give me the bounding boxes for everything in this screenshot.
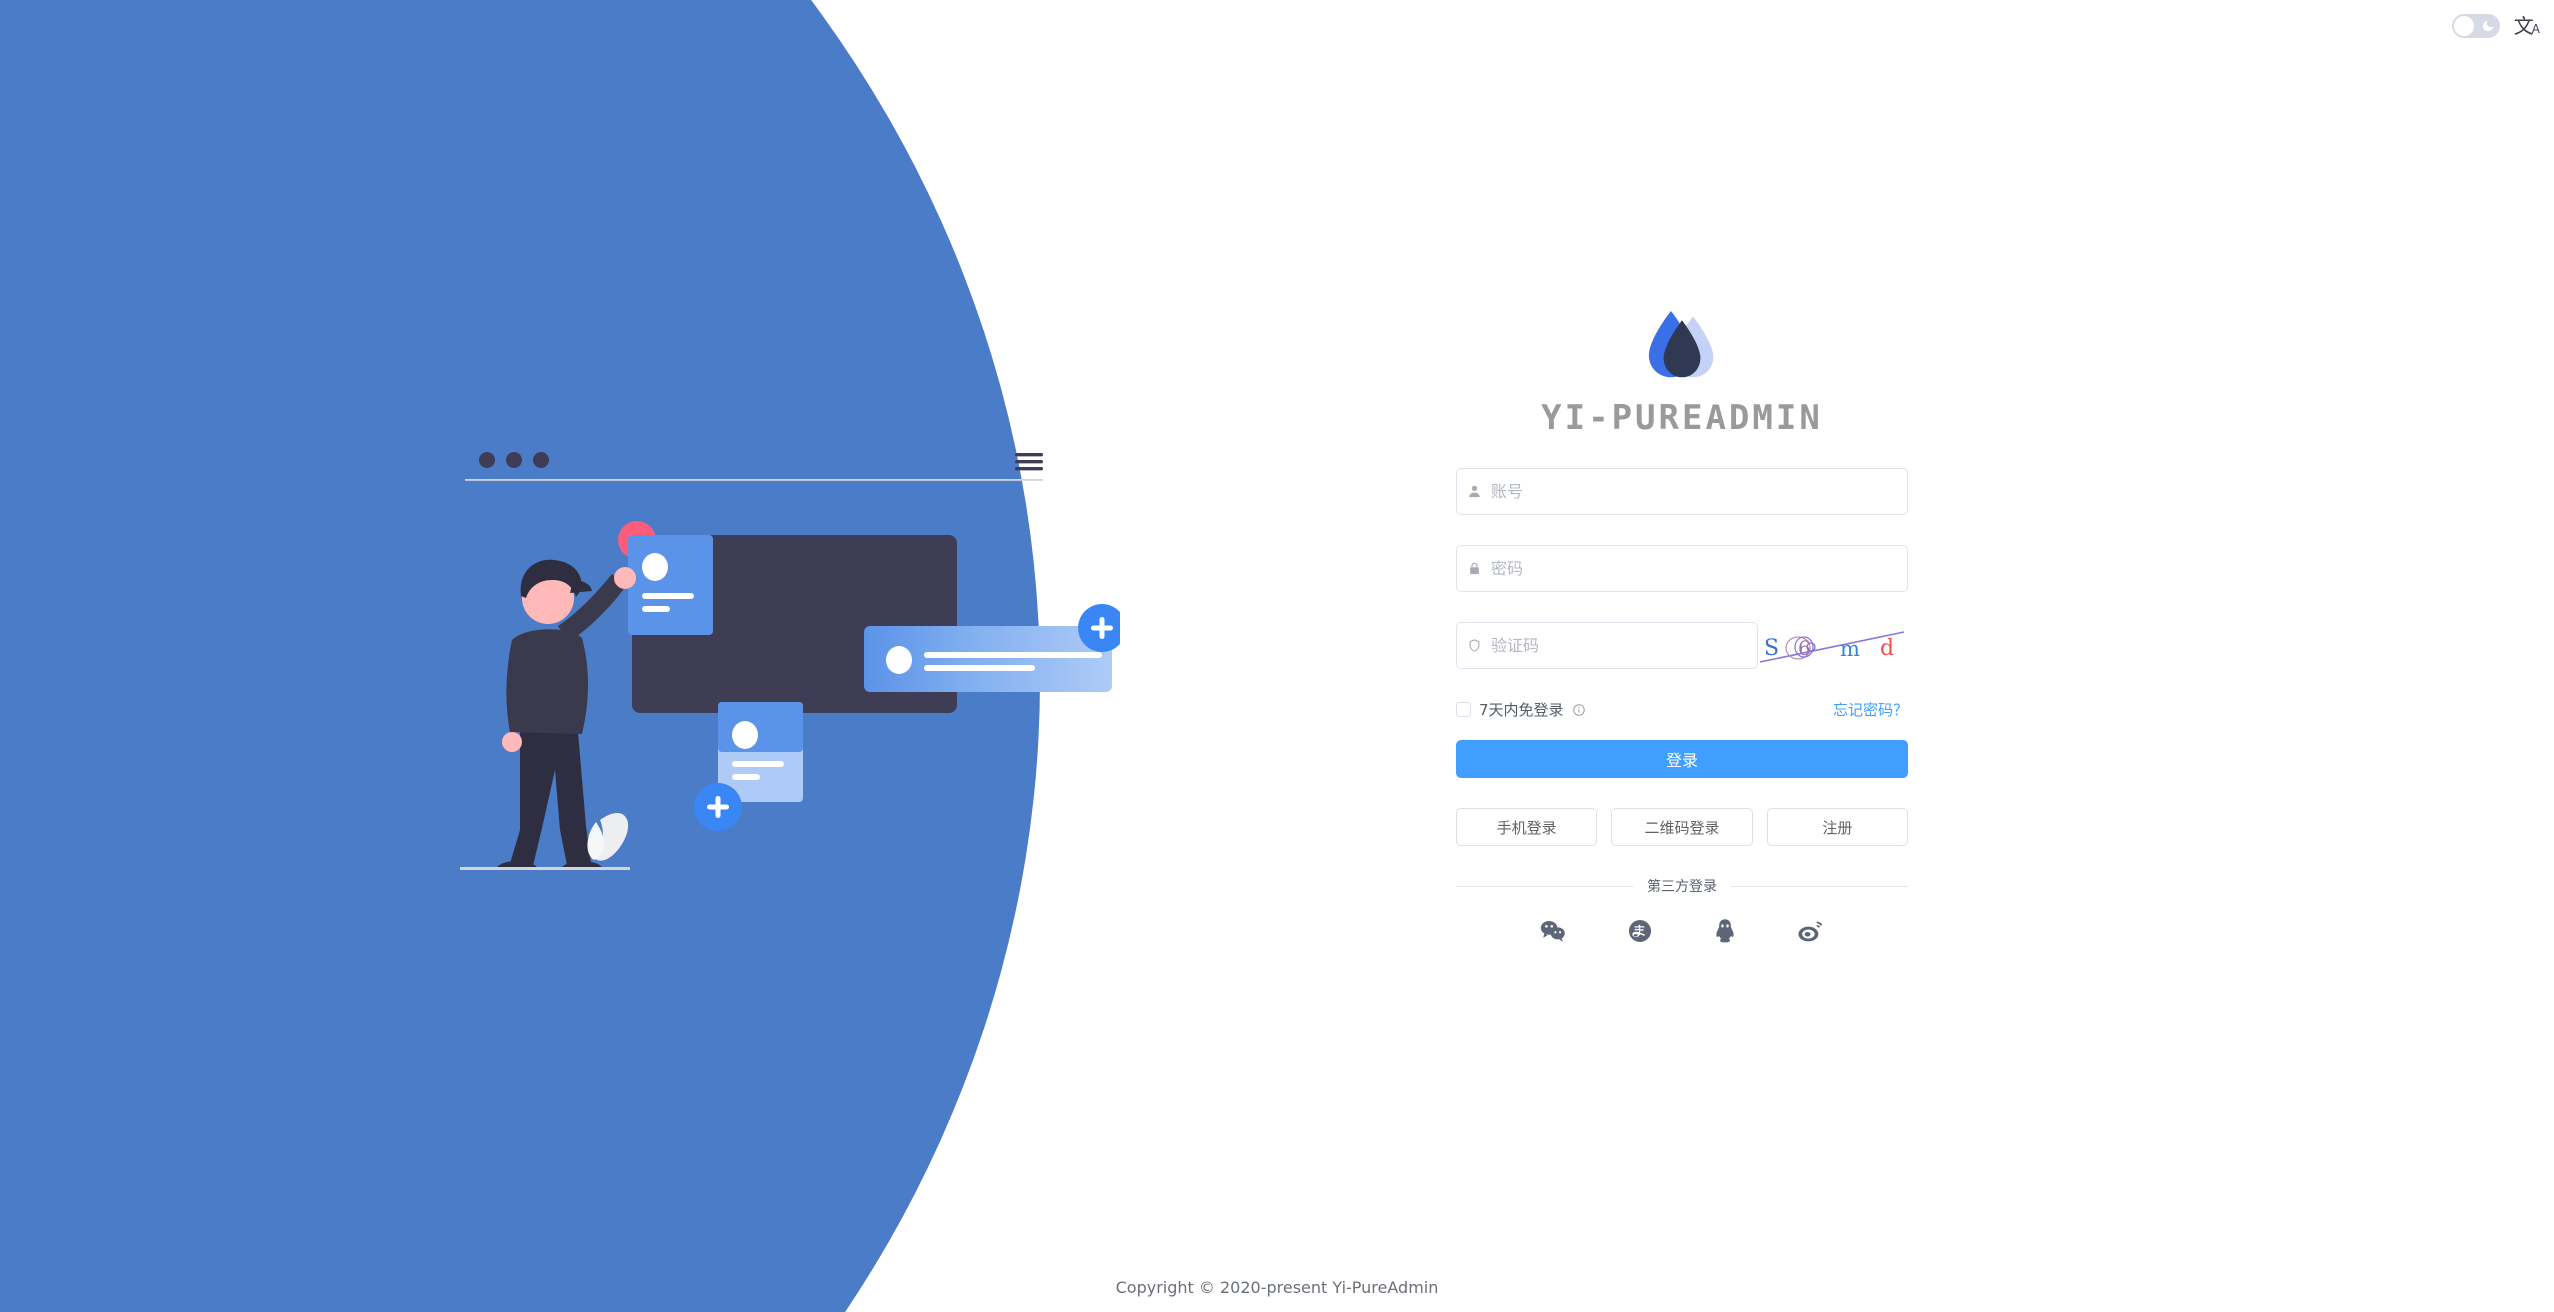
toggle-knob (2453, 16, 2474, 36)
login-button[interactable]: 登录 (1456, 740, 1908, 778)
captcha-field[interactable] (1456, 622, 1758, 669)
password-input[interactable] (1491, 559, 1907, 578)
illustration-person (460, 559, 636, 879)
logo-wrap (1456, 300, 1908, 392)
captcha-input[interactable] (1491, 636, 1757, 655)
remember-me-label: 7天内免登录 (1479, 701, 1564, 719)
dark-mode-toggle[interactable] (2451, 14, 2500, 38)
login-illustration (460, 430, 1126, 879)
info-circle-icon[interactable] (1572, 703, 1586, 717)
svg-text:d: d (1880, 636, 1894, 661)
svg-text:m: m (1840, 637, 1860, 661)
remember-me-checkbox[interactable]: 7天内免登录 (1456, 699, 1586, 720)
third-party-label: 第三方登录 (1647, 879, 1717, 895)
footer: Copyright © 2020-present Yi-PureAdmin (0, 1278, 2554, 1298)
secondary-buttons-row: 手机登录 二维码登录 注册 (1456, 808, 1908, 846)
copyright-text: Copyright © 2020-present Yi-PureAdmin (1115, 1278, 1439, 1297)
illustration-card-right (864, 604, 1126, 692)
options-row: 7天内免登录 忘记密码？ (1456, 699, 1908, 720)
username-field[interactable] (1456, 468, 1908, 515)
captcha-image[interactable]: S 6 m d (1758, 623, 1908, 668)
divider-line-left (1456, 885, 1633, 887)
weibo-icon[interactable] (1798, 919, 1824, 943)
alipay-icon[interactable] (1628, 919, 1652, 943)
wechat-icon[interactable] (1540, 920, 1566, 942)
third-party-icons-row (1456, 918, 1908, 944)
illustration-card-bottom (694, 702, 803, 831)
qq-icon[interactable] (1714, 918, 1736, 944)
checkbox-box[interactable] (1456, 702, 1471, 717)
password-field[interactable] (1456, 545, 1908, 592)
divider-line-right (1731, 885, 1908, 887)
third-party-divider: 第三方登录 (1456, 876, 1908, 896)
forgot-password-link[interactable]: 忘记密码？ (1832, 701, 1908, 719)
qrcode-login-button[interactable]: 二维码登录 (1611, 808, 1753, 846)
moon-icon (2481, 19, 2495, 38)
svg-text:6: 6 (1798, 636, 1811, 660)
illustration-card-top (628, 535, 713, 635)
language-sub-glyph: A (2531, 22, 2540, 36)
language-glyph: 文 (2513, 14, 2534, 38)
login-panel: YI-PUREADMIN (1456, 300, 1908, 944)
captcha-row: S 6 m d (1456, 622, 1908, 669)
lock-icon (1457, 561, 1491, 576)
phone-login-button[interactable]: 手机登录 (1456, 808, 1598, 846)
page-title: YI-PUREADMIN (1541, 398, 1823, 438)
username-input[interactable] (1491, 482, 1907, 501)
svg-text:S: S (1764, 636, 1779, 661)
water-drop-logo-icon (1648, 311, 1714, 378)
illustration-window-header (465, 452, 1043, 481)
register-button[interactable]: 注册 (1766, 808, 1908, 846)
user-icon (1457, 484, 1491, 499)
shield-icon (1457, 638, 1491, 653)
